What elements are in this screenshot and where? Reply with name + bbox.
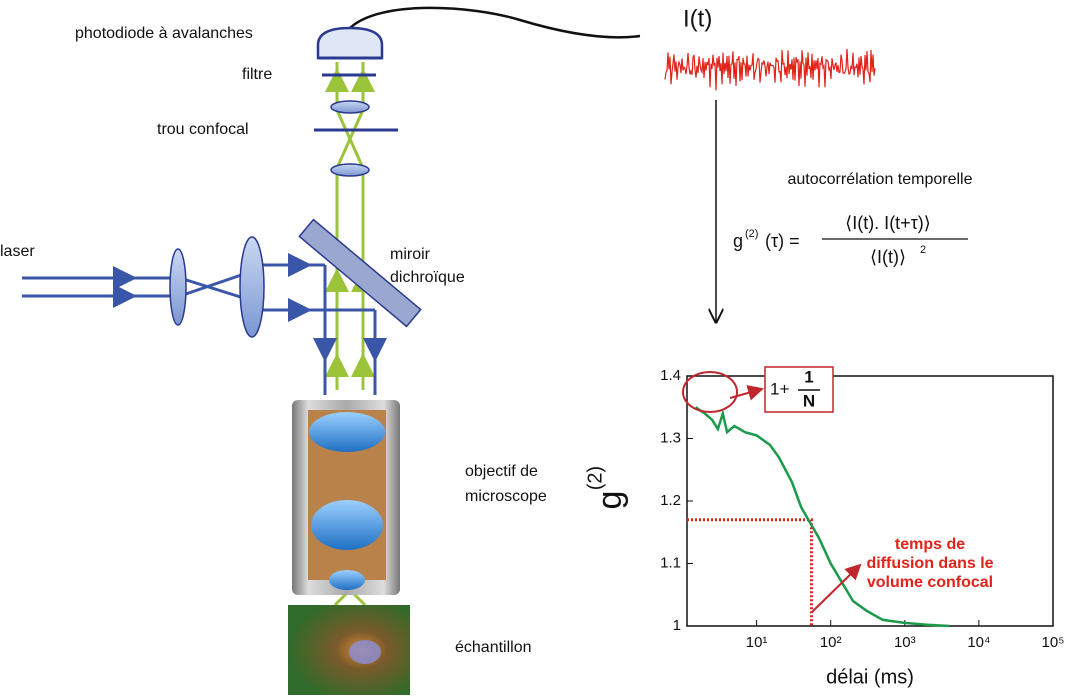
data-line <box>694 406 950 628</box>
note-text: 1+ <box>770 379 789 398</box>
x-tick-label: 10¹ <box>746 634 768 651</box>
x-tick-label: 10⁵ <box>1042 634 1065 651</box>
objective-drawing <box>292 400 400 595</box>
y-tick-label: 1 <box>673 617 681 634</box>
annotation: diffusion dans le <box>866 555 993 572</box>
formula-part: ⟨I(t)⟩ <box>870 247 906 267</box>
y-tick-label: 1.3 <box>660 429 681 446</box>
x-tick-label: 10³ <box>894 634 916 651</box>
y-axis-label: g <box>591 491 629 510</box>
y-axis-label-sup: (2) <box>584 466 606 490</box>
guide-line <box>687 518 813 626</box>
note-text: 1 <box>804 367 813 386</box>
note-arrow <box>729 385 764 401</box>
label: objectif de <box>465 463 538 480</box>
intensity-trace <box>664 48 876 91</box>
formula: g (2) (τ) = ⟨I(t). I(t+τ)⟩ ⟨I(t)⟩ 2 <box>733 213 968 267</box>
x-axis-label: délai (ms) <box>826 666 914 688</box>
formula-part: (τ) = <box>765 231 800 251</box>
note-text: N <box>803 391 815 410</box>
label: miroir <box>390 246 431 263</box>
label: dichroïque <box>390 269 465 286</box>
annotation: temps de <box>895 536 965 553</box>
formula-part: (2) <box>745 228 758 240</box>
optics <box>22 6 876 695</box>
y-tick-label: 1.1 <box>660 554 681 571</box>
sample-image <box>288 605 410 695</box>
x-tick-label: 10⁴ <box>967 634 990 651</box>
label: échantillon <box>455 639 532 656</box>
x-tick-label: 10² <box>820 634 842 651</box>
annotation: volume confocal <box>867 574 993 591</box>
label: autocorrélation temporelle <box>788 171 973 188</box>
highlight <box>682 371 738 413</box>
formula-part: g <box>733 231 743 251</box>
signal-label: I(t) <box>683 5 712 32</box>
y-tick-label: 1.2 <box>660 492 681 509</box>
annotation-arrow <box>811 563 862 613</box>
y-tick-label: 1.4 <box>660 367 681 384</box>
formula-part: ⟨I(t). I(t+τ)⟩ <box>845 213 931 233</box>
formula-part: 2 <box>920 244 926 256</box>
label: microscope <box>465 488 547 505</box>
label: laser <box>0 243 35 260</box>
label: trou confocal <box>157 121 249 138</box>
label: filtre <box>242 66 272 83</box>
label: photodiode à avalanches <box>75 25 253 42</box>
chart: 1 1.1 1.2 1.3 1.4 10¹ 10² 10³ 10⁴ 10⁵ délai (ms) g(… <box>584 366 1065 688</box>
